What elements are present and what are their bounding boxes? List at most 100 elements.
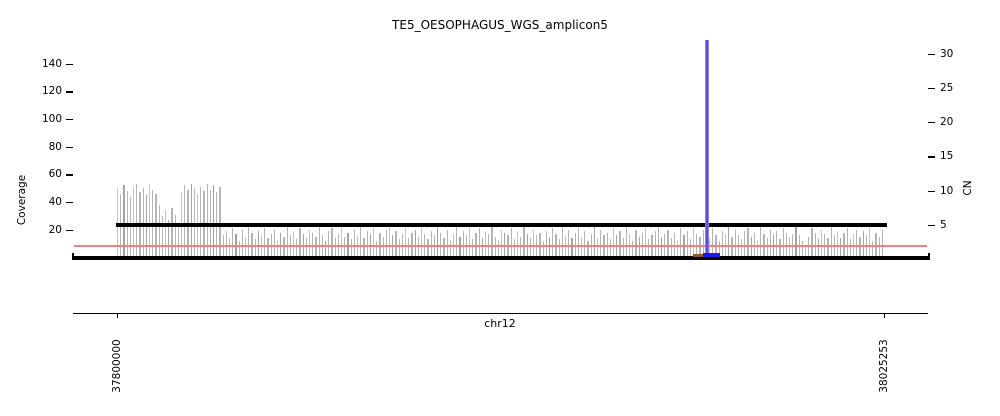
left-tick-mark <box>66 119 73 121</box>
coverage-bar <box>577 228 580 258</box>
reference-line-cn2 <box>74 245 927 247</box>
right-tick-mark <box>928 190 935 192</box>
coverage-bar <box>712 228 714 258</box>
coverage-bar <box>305 238 308 258</box>
coverage-bar <box>331 228 333 258</box>
x-baseline-cap-right <box>928 252 930 260</box>
coverage-bar <box>561 227 564 258</box>
coverage-bar <box>440 232 442 258</box>
coverage-bar <box>501 229 503 258</box>
coverage-bar <box>353 229 356 258</box>
y-axis-label-coverage: Coverage <box>16 174 28 226</box>
plot-title: TE5_OESOPHAGUS_WGS_amplicon5 <box>392 18 608 32</box>
right-tick-mark <box>928 88 935 90</box>
coverage-bar <box>267 238 269 258</box>
coverage-bar <box>606 232 608 258</box>
coverage-bar <box>539 232 541 258</box>
coverage-bar <box>459 236 461 258</box>
coverage-bar <box>245 236 247 258</box>
coverage-bar <box>485 231 487 258</box>
coverage-bar <box>680 228 682 258</box>
coverage-bar <box>462 231 464 258</box>
coverage-bar <box>177 222 180 258</box>
coverage-bar <box>776 231 778 258</box>
coverage-bar <box>635 229 637 258</box>
coverage-bar <box>494 236 496 258</box>
coverage-bar <box>248 227 250 258</box>
coverage-bar <box>350 239 352 258</box>
coverage-bar <box>840 238 842 258</box>
left-tick-mark <box>66 202 73 204</box>
coverage-bar <box>593 225 596 258</box>
coverage-bar <box>849 239 852 258</box>
coverage-bar <box>427 239 429 258</box>
coverage-bar <box>731 236 733 258</box>
coverage-bar <box>744 231 746 258</box>
coverage-bar <box>693 227 695 258</box>
y-axis-label-cn: CN <box>962 180 974 196</box>
x-baseline <box>72 256 930 260</box>
coverage-bar <box>597 238 599 258</box>
coverage-bar <box>280 232 282 258</box>
coverage-bar <box>491 227 493 258</box>
coverage-bar <box>408 238 410 258</box>
cn-segment-line <box>116 222 887 227</box>
coverage-bar <box>734 229 736 258</box>
left-tick-label: 120 <box>41 85 62 98</box>
coverage-bar <box>334 238 336 258</box>
coverage-bar <box>648 239 650 258</box>
coverage-bar <box>158 204 160 258</box>
coverage-bar <box>449 240 452 258</box>
right-tick-mark <box>928 122 935 124</box>
coverage-bar <box>309 229 311 258</box>
coverage-bar <box>542 240 544 258</box>
coverage-bar <box>843 232 845 258</box>
coverage-bar <box>718 240 720 258</box>
coverage-bar <box>277 240 279 258</box>
chromosome-label: chr12 <box>484 317 516 330</box>
coverage-bar <box>389 225 391 258</box>
coverage-bar <box>254 239 256 258</box>
coverage-bar <box>750 236 752 258</box>
coverage-bar <box>264 228 266 258</box>
coverage-bar <box>472 239 474 258</box>
coverage-bar <box>859 236 861 258</box>
coverage-bar <box>661 236 663 258</box>
coverage-bar <box>344 236 346 258</box>
coverage-bar <box>878 236 880 258</box>
coverage-bar <box>872 240 874 258</box>
coverage-bar <box>497 240 500 258</box>
coverage-bar <box>677 240 679 258</box>
coverage-bar <box>545 231 548 258</box>
coverage-bar <box>190 184 192 258</box>
x-tick-label-start: 37800000 <box>111 339 123 393</box>
coverage-bar <box>328 231 330 258</box>
coverage-bar <box>481 238 484 258</box>
right-tick-label: 25 <box>940 82 954 94</box>
right-tick-label: 30 <box>940 47 954 60</box>
coverage-bar <box>702 229 704 258</box>
coverage-bar <box>184 185 186 258</box>
coverage-bar <box>779 239 781 258</box>
coverage-bar <box>456 225 458 258</box>
right-tick-mark <box>928 53 935 56</box>
coverage-bar <box>769 229 772 258</box>
coverage-bar <box>549 236 551 258</box>
coverage-bar <box>619 231 621 258</box>
coverage-bar <box>699 236 701 258</box>
right-tick-mark <box>928 224 935 227</box>
coverage-bar <box>395 231 397 258</box>
coverage-bar <box>229 238 231 258</box>
coverage-bar <box>366 231 368 258</box>
coverage-bar <box>129 196 132 258</box>
left-tick-mark <box>66 229 73 232</box>
coverage-bar <box>814 232 816 258</box>
right-tick-label: 10 <box>940 184 954 197</box>
coverage-bar <box>376 240 378 258</box>
coverage-bar <box>165 210 167 258</box>
coverage-bar <box>213 185 215 258</box>
coverage-bar <box>747 228 749 258</box>
coverage-bar <box>411 232 413 258</box>
segment-blue <box>702 253 720 257</box>
